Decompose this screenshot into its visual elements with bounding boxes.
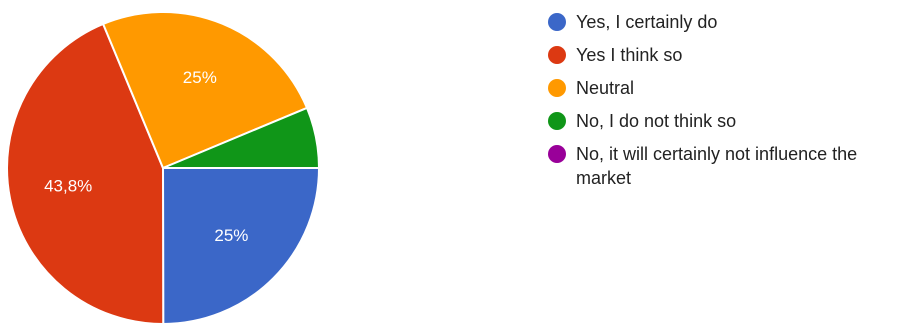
legend-item: Neutral — [548, 76, 910, 100]
legend-item: Yes, I certainly do — [548, 10, 910, 34]
pie-slice — [162, 106, 321, 169]
legend-swatch — [548, 13, 566, 31]
legend-item: No, it will certainly not influence the … — [548, 142, 910, 190]
legend: Yes, I certainly do Yes I think so Neutral… — [548, 10, 910, 199]
legend-item: No, I do not think so — [548, 109, 910, 133]
legend-swatch — [548, 112, 566, 130]
slice-value-label: 25% — [183, 68, 217, 87]
pie-slice — [161, 167, 321, 324]
slice-value-label: 43,8% — [44, 176, 92, 195]
pie-chart: 25% 43,8% 25% — [6, 11, 321, 324]
legend-swatch — [548, 79, 566, 97]
legend-item: Yes I think so — [548, 43, 910, 67]
legend-swatch — [548, 145, 566, 163]
legend-swatch — [548, 46, 566, 64]
legend-label: No, I do not think so — [576, 111, 737, 131]
legend-label: Neutral — [576, 78, 635, 98]
legend-label: Yes I think so — [576, 45, 683, 65]
legend-label: Yes, I certainly do — [576, 12, 718, 32]
slice-value-label: 25% — [214, 226, 248, 245]
pie-slice — [6, 22, 165, 324]
legend-label: No, it will certainly not influence the … — [576, 144, 858, 188]
